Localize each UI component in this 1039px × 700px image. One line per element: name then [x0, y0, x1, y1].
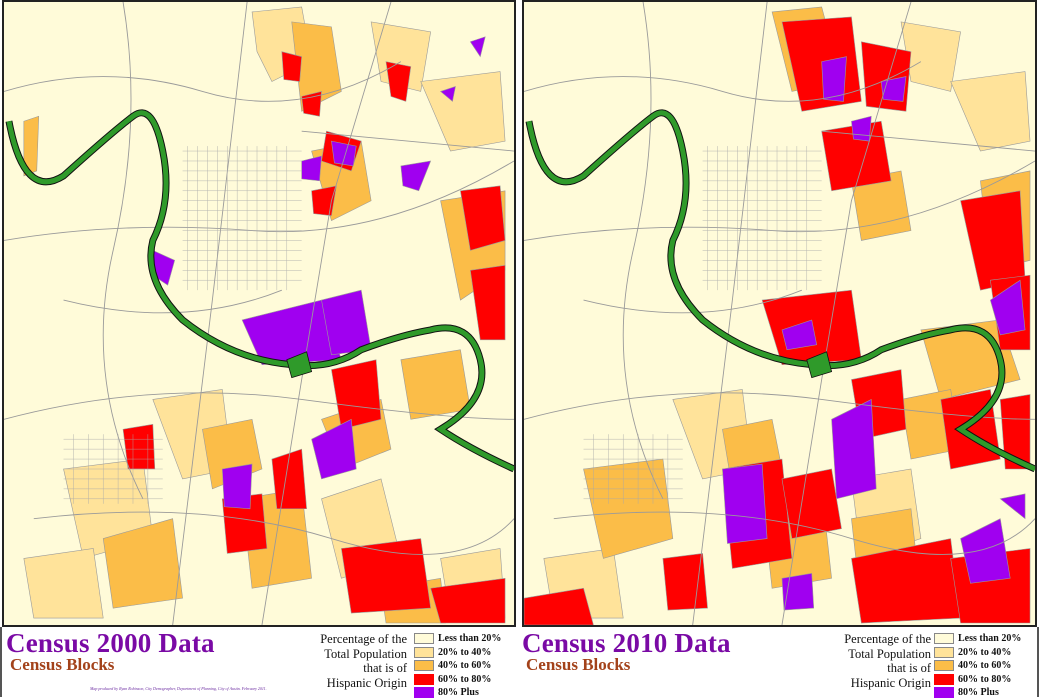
swatch-40-60: [934, 660, 954, 672]
choropleth-map-2000: [4, 2, 514, 625]
map-2010: [522, 0, 1037, 627]
legend-item: 20% to 40%: [934, 646, 1021, 660]
legend-item: 40% to 60%: [414, 659, 501, 673]
legend-item: Less than 20%: [934, 632, 1021, 646]
legend-item: 20% to 40%: [414, 646, 501, 660]
map-panel-2010: Census 2010 Data Census Blocks Percentag…: [520, 0, 1039, 700]
swatch-40-60: [414, 660, 434, 672]
blocks-60-80: [122, 51, 506, 624]
map-title: Census 2000 Data: [6, 628, 215, 658]
blocks-80-plus: [152, 36, 486, 510]
legend: Less than 20% 20% to 40% 40% to 60% 60% …: [934, 632, 1021, 700]
legend: Less than 20% 20% to 40% 40% to 60% 60% …: [414, 632, 501, 700]
dense-grid: [63, 146, 302, 504]
panel-border: [0, 627, 2, 697]
legend-item: 80% Plus: [934, 686, 1021, 700]
swatch-60-80: [934, 673, 954, 685]
swatch-20-40: [414, 646, 434, 658]
swatch-60-80: [414, 673, 434, 685]
dense-grid: [583, 146, 822, 504]
legend-item: 60% to 80%: [934, 673, 1021, 687]
legend-heading: Percentage of the Total Population that …: [844, 632, 931, 690]
legend-item: 80% Plus: [414, 686, 501, 700]
map-2000: [2, 0, 516, 627]
legend-item: 40% to 60%: [934, 659, 1021, 673]
map-panel-2000: Census 2000 Data Census Blocks Map produ…: [0, 0, 518, 700]
map-title: Census 2010 Data: [522, 628, 731, 658]
swatch-less-than-20: [414, 633, 434, 645]
legend-item: Less than 20%: [414, 632, 501, 646]
legend-heading: Percentage of the Total Population that …: [320, 632, 407, 690]
map-subtitle: Census Blocks: [10, 655, 115, 674]
choropleth-map-2010: [524, 2, 1035, 625]
swatch-20-40: [934, 646, 954, 658]
panel-border: [1037, 627, 1039, 697]
legend-item: 60% to 80%: [414, 673, 501, 687]
blocks-80-plus: [722, 56, 1026, 611]
swatch-less-than-20: [934, 633, 954, 645]
map-credit: Map produced by Ryan Robinson, City Demo…: [90, 686, 267, 691]
map-subtitle: Census Blocks: [526, 655, 631, 674]
